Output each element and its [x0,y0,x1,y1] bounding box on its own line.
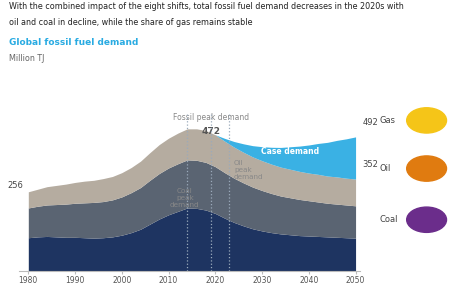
Text: Oil: Oil [379,164,391,173]
Text: 256: 256 [8,181,24,190]
Text: Global fossil fuel demand: Global fossil fuel demand [9,38,139,47]
Text: 472: 472 [201,127,220,136]
Text: Coal: Coal [379,215,398,224]
Text: Fossil peak demand: Fossil peak demand [173,113,249,122]
Text: Coal
peak
demand: Coal peak demand [170,188,200,208]
Text: 492: 492 [363,118,378,127]
Text: Reference
Case demand: Reference Case demand [261,136,319,156]
Text: oil and coal in decline, while the share of gas remains stable: oil and coal in decline, while the share… [9,18,253,27]
Text: Million TJ: Million TJ [9,54,45,63]
Text: Gas: Gas [379,116,395,125]
Text: With the combined impact of the eight shifts, total fossil fuel demand decreases: With the combined impact of the eight sh… [9,2,404,11]
Text: Oil
peak
demand: Oil peak demand [234,160,264,179]
Text: 352: 352 [363,160,378,169]
